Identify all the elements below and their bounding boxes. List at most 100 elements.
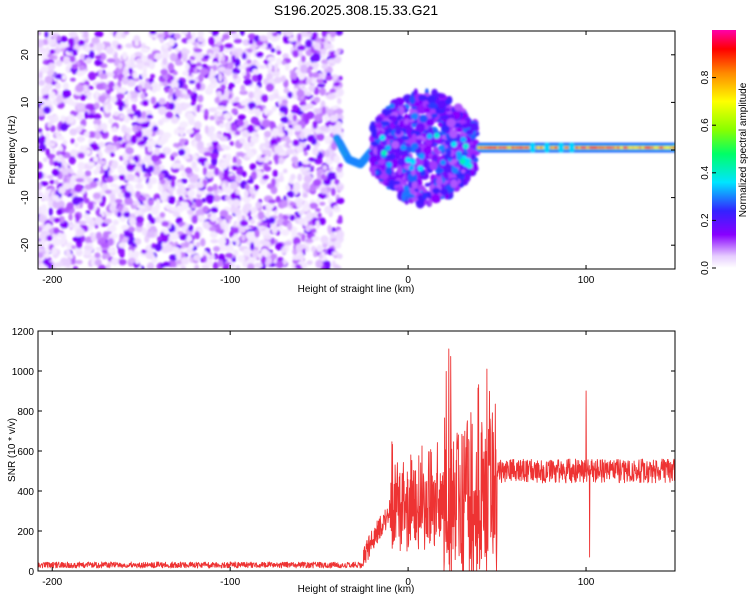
spectrogram-cell xyxy=(51,148,56,153)
spectrogram-cell xyxy=(202,205,209,214)
spectrogram-cell xyxy=(38,161,43,170)
spectrogram-cell xyxy=(257,225,266,230)
spectrogram-cell xyxy=(65,258,72,267)
spectrogram-cell xyxy=(231,257,236,263)
spectrogram-cell xyxy=(107,81,115,90)
spectrogram-cell xyxy=(245,231,255,240)
spectrogram-cell xyxy=(109,183,118,188)
spectrogram-cell xyxy=(52,194,60,201)
spectrogram-cell xyxy=(38,128,43,134)
spectrogram-cell xyxy=(83,31,89,39)
spectrogram-cell xyxy=(279,105,288,114)
spectrogram-cell xyxy=(222,33,230,40)
spectrogram-cell xyxy=(40,86,50,95)
spectrogram-cell xyxy=(234,96,240,102)
spectrogram-cell xyxy=(327,224,332,234)
spectrogram-cell xyxy=(220,84,226,91)
spectrogram-cell xyxy=(132,71,138,79)
spectrogram-cell xyxy=(295,264,302,269)
spectrogram-cell xyxy=(185,147,190,156)
spectrogram-y-ticks: -20 -10 0 10 20 xyxy=(20,49,675,252)
spectrogram-cell xyxy=(47,199,53,208)
spectrogram-cell xyxy=(159,81,164,87)
spectrogram-cell xyxy=(333,81,341,87)
spectrogram-cell xyxy=(69,128,78,136)
spectrogram-cell xyxy=(212,195,221,202)
spectrogram-cell xyxy=(338,215,343,224)
spectrogram-cell xyxy=(317,192,327,199)
spectrogram-cell xyxy=(423,146,432,155)
spectrogram-cell xyxy=(221,182,227,191)
spectrogram-cell xyxy=(190,204,197,209)
spectrogram-cell xyxy=(179,138,187,144)
spectrogram-cell xyxy=(54,73,64,80)
spectrogram-cell xyxy=(191,214,198,224)
spectrogram-cell xyxy=(89,42,94,48)
spectrogram-cell xyxy=(163,43,169,49)
spectrogram-cell xyxy=(257,157,266,163)
spectrogram-cell xyxy=(201,197,207,203)
spectrogram-cell xyxy=(126,92,132,100)
spectrogram-cell xyxy=(262,240,271,247)
spectrogram-cell xyxy=(185,248,194,254)
spectrogram-cell xyxy=(122,68,129,77)
spectrogram-cell xyxy=(222,264,230,269)
spectrogram-cell xyxy=(313,251,318,258)
spectrogram-cell xyxy=(118,258,127,266)
spectrogram-cell xyxy=(295,243,304,253)
spectrogram-cell xyxy=(325,75,333,81)
spectrogram-cell xyxy=(403,185,410,192)
spectrogram-cell xyxy=(232,198,241,208)
spectrogram-cell xyxy=(241,234,246,241)
spectrogram-cell xyxy=(94,59,103,67)
spectrogram-cell xyxy=(425,130,430,135)
spectrogram-cell xyxy=(135,258,140,265)
spectrogram-cell xyxy=(100,122,108,130)
spectrogram-cell xyxy=(337,162,343,169)
spectrogram-cell xyxy=(418,153,425,160)
spectrogram-cell xyxy=(69,55,76,63)
spectrogram-cell xyxy=(164,33,170,39)
spectrogram-cell xyxy=(114,33,123,40)
spectrogram-cell xyxy=(192,153,199,161)
spectrogram-cell xyxy=(460,169,466,174)
spectrogram-cell xyxy=(40,205,48,214)
spectrogram-cell xyxy=(68,167,73,174)
spectrogram-cell xyxy=(94,123,99,130)
spectrogram-cell xyxy=(47,141,56,148)
spectrogram-cell xyxy=(171,152,179,157)
spectrogram-cell xyxy=(247,33,256,40)
x-tick-label: -100 xyxy=(220,577,240,588)
spectrogram-cell xyxy=(390,180,401,185)
spectrogram-cell xyxy=(219,209,229,218)
spectrogram-cell xyxy=(265,83,275,92)
spectrogram-cell xyxy=(282,168,288,174)
spectrogram-cell xyxy=(211,31,219,37)
spectrogram-cell xyxy=(303,174,313,183)
spectrogram-cell xyxy=(138,84,143,92)
spectrogram-cell xyxy=(423,160,429,169)
spectrogram-cell xyxy=(125,183,134,192)
spectrogram-cell xyxy=(266,183,274,190)
spectrogram-cell xyxy=(206,195,214,204)
spectrogram-cell xyxy=(87,201,95,211)
y-tick-label: 400 xyxy=(17,487,34,498)
spectrogram-cell xyxy=(278,171,284,177)
spectrogram-cell xyxy=(79,65,86,71)
spectrogram-cell xyxy=(329,114,339,123)
spectrogram-cell xyxy=(155,198,161,205)
spectrogram-cell xyxy=(324,205,333,214)
spectrogram-cell xyxy=(271,127,280,136)
spectrogram-cell xyxy=(210,206,219,214)
spectrogram-cell xyxy=(239,31,245,36)
spectrogram-cell xyxy=(383,109,393,115)
spectrogram-cell xyxy=(168,102,176,110)
spectrogram-cell xyxy=(288,127,294,137)
spectrogram-cell xyxy=(117,204,124,212)
spectrogram-cell xyxy=(326,93,336,100)
spectrogram-cell xyxy=(672,146,675,149)
spectrogram-cell xyxy=(271,71,280,77)
snr-y-axis-label: SNR (10 * v/v) xyxy=(7,418,18,482)
spectrogram-cell xyxy=(38,71,43,78)
spectrogram-cell xyxy=(176,187,183,195)
